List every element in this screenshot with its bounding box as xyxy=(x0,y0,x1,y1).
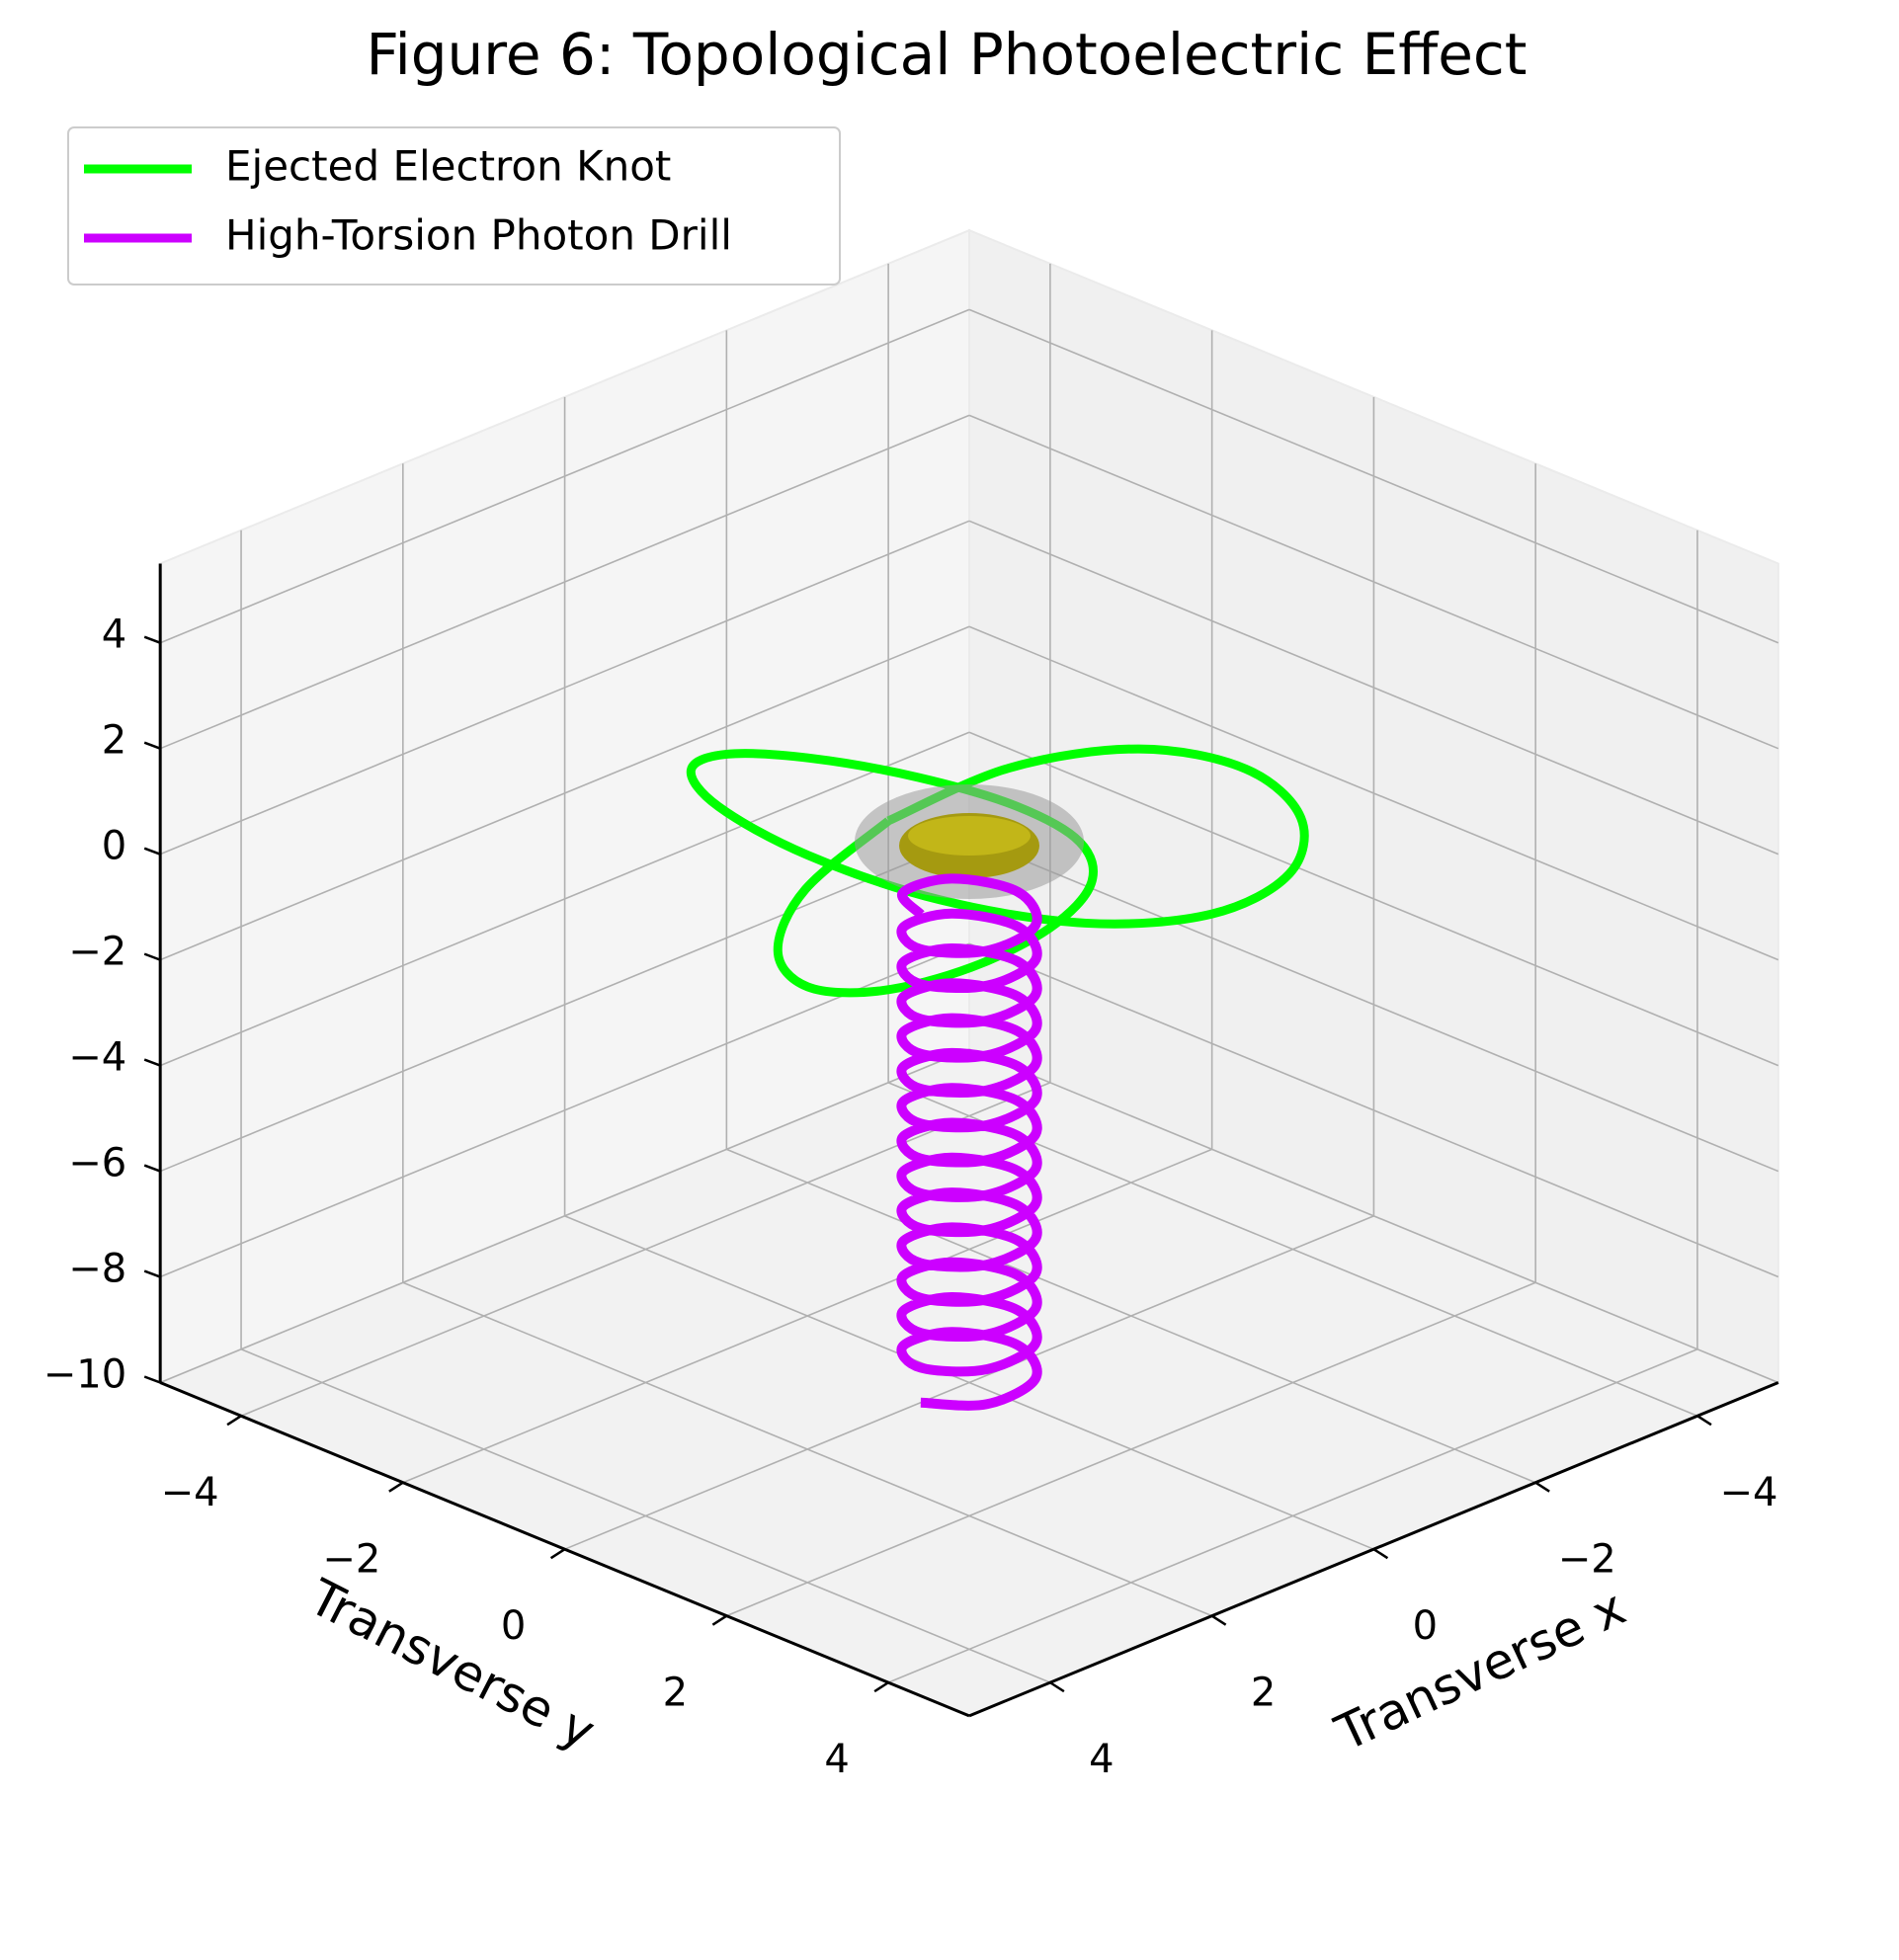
y-tick xyxy=(226,1415,242,1427)
z-tick xyxy=(143,847,161,856)
grid-line xyxy=(968,942,1779,1278)
z-tick-label: −8 xyxy=(68,1247,126,1292)
y-tick-label: 0 xyxy=(501,1603,526,1649)
grid-line xyxy=(159,1048,970,1384)
series-line xyxy=(686,744,1309,998)
series-line xyxy=(896,873,1042,1411)
z-tick-label: −4 xyxy=(68,1035,126,1081)
y-axis-label: Transverse y xyxy=(299,1568,604,1760)
legend: Ejected Electron Knot High-Torsion Photon… xyxy=(67,126,841,286)
z-tick xyxy=(143,635,161,644)
x-tick xyxy=(1210,1614,1227,1626)
y-tick xyxy=(549,1548,566,1560)
x-axis-label: Transverse x xyxy=(1326,1579,1633,1762)
grid-line xyxy=(159,520,970,856)
z-tick-label: 0 xyxy=(102,824,126,869)
y-axis-line xyxy=(159,1381,970,1718)
z-tick xyxy=(143,1058,161,1067)
y-tick xyxy=(873,1681,889,1693)
grid-line xyxy=(968,520,1779,856)
z-tick xyxy=(143,741,161,750)
z-tick-label: −10 xyxy=(43,1352,126,1398)
nucleus xyxy=(855,784,1084,899)
grid xyxy=(159,263,1779,1683)
grid-line xyxy=(887,1348,1698,1683)
grid-line xyxy=(564,1215,1374,1550)
x-tick-label: −2 xyxy=(1558,1537,1616,1583)
grid-line xyxy=(402,1148,1212,1484)
grid-line xyxy=(968,1048,1779,1384)
grid-line xyxy=(159,731,970,1067)
chart-title: Figure 6: Topological Photoelectric Effe… xyxy=(366,21,1527,88)
x-tick-label: 0 xyxy=(1413,1603,1438,1649)
x-axis-line xyxy=(968,1381,1779,1718)
grid-line xyxy=(159,625,970,961)
nucleus-highlight xyxy=(908,816,1031,856)
z-tick-label: −6 xyxy=(68,1141,126,1186)
x-tick xyxy=(1534,1481,1550,1493)
z-tick xyxy=(143,1164,161,1173)
grid-line xyxy=(240,1082,1051,1417)
z-tick xyxy=(143,952,161,961)
grid-line xyxy=(159,942,970,1278)
legend-box xyxy=(67,126,841,286)
y-tick xyxy=(388,1481,404,1493)
y-tick-label: 2 xyxy=(663,1671,688,1716)
grid-line xyxy=(968,625,1779,961)
z-tick xyxy=(143,1375,161,1384)
y-tick-label: 4 xyxy=(824,1737,849,1782)
z-tick-label: 4 xyxy=(102,612,126,658)
legend-label: High-Torsion Photon Drill xyxy=(225,211,732,260)
helix-layer xyxy=(896,873,1042,1411)
x-tick xyxy=(1049,1681,1065,1693)
y-tick-label: −4 xyxy=(161,1470,219,1515)
y-tick xyxy=(711,1614,728,1626)
z-tick xyxy=(143,1269,161,1278)
legend-label: Ejected Electron Knot xyxy=(225,142,671,191)
x-tick-label: 4 xyxy=(1089,1737,1114,1782)
grid-line xyxy=(968,837,1779,1173)
x-tick xyxy=(1372,1548,1389,1560)
grid-line xyxy=(159,837,970,1173)
grid-line xyxy=(159,414,970,750)
y-tick-label: −2 xyxy=(322,1537,380,1583)
grid-line xyxy=(968,731,1779,1067)
knot-layer xyxy=(686,744,1309,998)
grid-line xyxy=(159,308,970,644)
x-tick-label: 2 xyxy=(1251,1671,1276,1716)
z-tick-label: 2 xyxy=(102,718,126,764)
grid-line xyxy=(968,414,1779,750)
grid-line xyxy=(968,308,1779,644)
grid-line xyxy=(726,1281,1536,1617)
x-tick xyxy=(1696,1415,1712,1427)
x-tick-label: −4 xyxy=(1719,1470,1777,1515)
z-tick-label: −2 xyxy=(68,930,126,975)
